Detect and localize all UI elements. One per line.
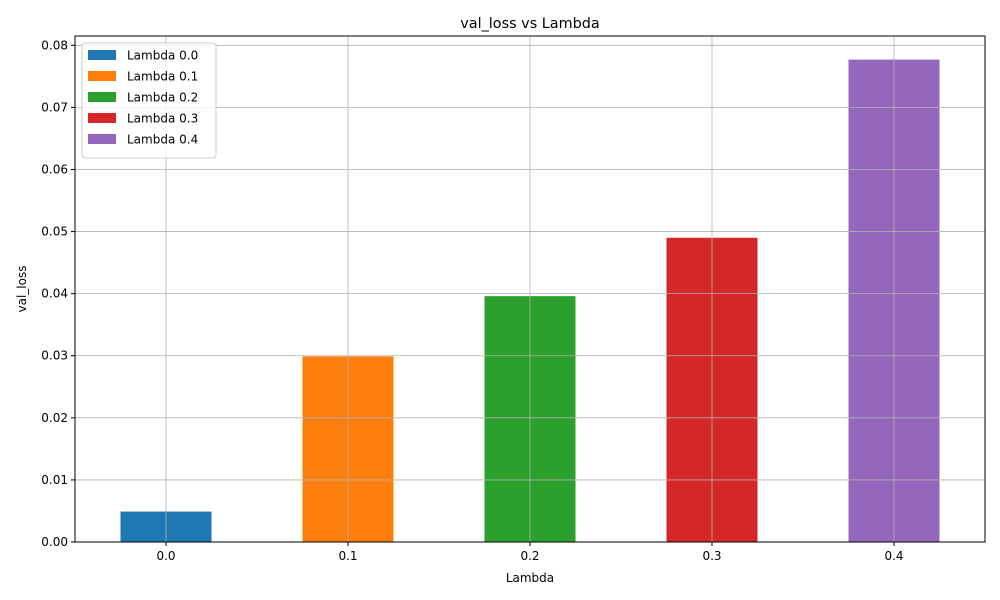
legend-label: Lambda 0.4: [127, 133, 198, 147]
x-tick-label: 0.3: [702, 549, 721, 563]
x-tick-label: 0.1: [338, 549, 357, 563]
y-tick-label: 0.03: [41, 349, 68, 363]
legend-swatch: [88, 71, 116, 81]
legend-label: Lambda 0.3: [127, 112, 198, 126]
y-axis-label: val_loss: [15, 266, 29, 313]
x-tick-label: 0.2: [520, 549, 539, 563]
y-axis-ticks: 0.00 0.01 0.02 0.03 0.04 0.05 0.06 0.07 0.08: [41, 38, 75, 549]
legend-swatch: [88, 92, 116, 102]
y-tick-label: 0.07: [41, 100, 68, 114]
x-tick-label: 0.4: [884, 549, 903, 563]
legend-swatch: [88, 113, 116, 123]
y-tick-label: 0.02: [41, 411, 68, 425]
x-axis-label: Lambda: [506, 571, 554, 585]
legend-swatch: [88, 134, 116, 144]
chart-title: val_loss vs Lambda: [460, 16, 599, 32]
legend-swatch: [88, 50, 116, 60]
x-tick-label: 0.0: [156, 549, 175, 563]
legend: Lambda 0.0 Lambda 0.1 Lambda 0.2 Lambda 0.3…: [81, 42, 217, 159]
legend-label: Lambda 0.2: [127, 91, 198, 105]
y-tick-label: 0.06: [41, 162, 68, 176]
legend-label: Lambda 0.0: [127, 49, 198, 63]
y-tick-label: 0.01: [41, 473, 68, 487]
y-tick-label: 0.00: [41, 535, 68, 549]
x-axis-ticks: 0.0 0.1 0.2 0.3 0.4: [156, 542, 904, 563]
y-tick-label: 0.08: [41, 38, 68, 52]
y-tick-label: 0.05: [41, 225, 68, 239]
legend-label: Lambda 0.1: [127, 70, 198, 84]
y-tick-label: 0.04: [41, 287, 68, 301]
